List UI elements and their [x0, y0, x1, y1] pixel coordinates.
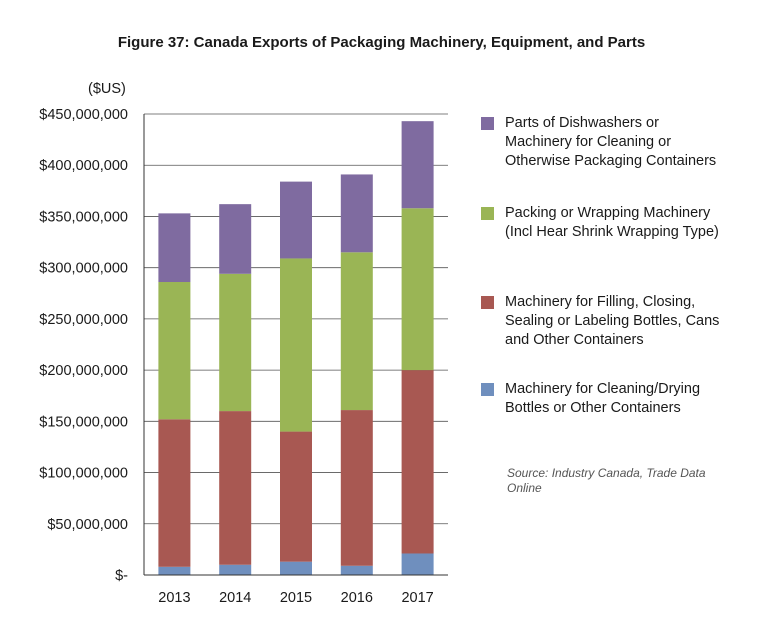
- y-tick-label: $-: [115, 568, 128, 584]
- legend-item-cleaning: Machinery for Cleaning/Drying Bottles or…: [481, 380, 750, 418]
- bar-segment: [280, 258, 312, 432]
- x-tick-label: 2017: [401, 590, 433, 606]
- y-tick-label: $350,000,000: [39, 209, 128, 225]
- bar-segment: [158, 282, 191, 420]
- y-tick-label: $200,000,000: [39, 363, 128, 379]
- bar-segment: [219, 204, 252, 274]
- chart-title: Figure 37: Canada Exports of Packaging M…: [117, 34, 646, 51]
- legend-swatch: [481, 207, 494, 220]
- y-tick-label: $450,000,000: [39, 107, 128, 123]
- legend-item-filling: Machinery for Filling, Closing, Sealing …: [481, 293, 750, 350]
- bar-segment: [401, 370, 434, 554]
- legend-swatch: [481, 383, 494, 396]
- bar-segment: [280, 431, 312, 562]
- y-tick-label: $300,000,000: [39, 261, 128, 277]
- x-tick-label: 2013: [158, 590, 190, 606]
- bar-segment: [340, 174, 373, 253]
- axes: $- $50,000,000 $100,000,000 $150,000,000 $20…: [39, 107, 448, 606]
- bar-segment: [401, 208, 434, 371]
- bar-segment: [401, 553, 434, 575]
- legend-label: Machinery for Cleaning/Drying Bottles or…: [505, 381, 701, 416]
- bar-segment: [280, 181, 312, 259]
- y-tick-label: $50,000,000: [47, 517, 128, 533]
- y-tick-label: $150,000,000: [39, 414, 128, 430]
- bar-segment: [219, 564, 252, 575]
- legend-label: Machinery for Filling, Closing, Sealing …: [505, 294, 720, 348]
- bar-segment: [340, 410, 373, 566]
- legend-item-packing: Packing or Wrapping Machinery (Incl Hear…: [481, 204, 750, 242]
- bar-segment: [280, 561, 312, 575]
- legend-label: Packing or Wrapping Machinery (Incl Hear…: [505, 205, 719, 240]
- bar-segment: [219, 273, 252, 412]
- bar-segment: [340, 565, 373, 575]
- legend-swatch: [481, 117, 494, 130]
- bar-segment: [158, 419, 191, 567]
- x-tick-label: 2016: [341, 590, 373, 606]
- legend-swatch: [481, 296, 494, 309]
- y-tick-label: $400,000,000: [39, 158, 128, 174]
- bars: [158, 121, 434, 575]
- bar-segment: [158, 213, 191, 283]
- y-tick-label: $250,000,000: [39, 312, 128, 328]
- y-tick-label: $100,000,000: [39, 466, 128, 482]
- bar-segment: [401, 121, 434, 209]
- x-tick-label: 2014: [219, 590, 251, 606]
- legend-item-parts: Parts of Dishwashers or Machinery for Cl…: [481, 114, 750, 171]
- y-axis-label: ($US): [88, 81, 126, 97]
- bar-segment: [219, 411, 252, 565]
- bar-segment: [340, 252, 373, 411]
- x-tick-label: 2015: [280, 590, 312, 606]
- bar-segment: [158, 566, 191, 575]
- legend-label: Parts of Dishwashers or Machinery for Cl…: [505, 115, 717, 169]
- source-note: Source: Industry Canada, Trade Data Onli…: [507, 466, 706, 495]
